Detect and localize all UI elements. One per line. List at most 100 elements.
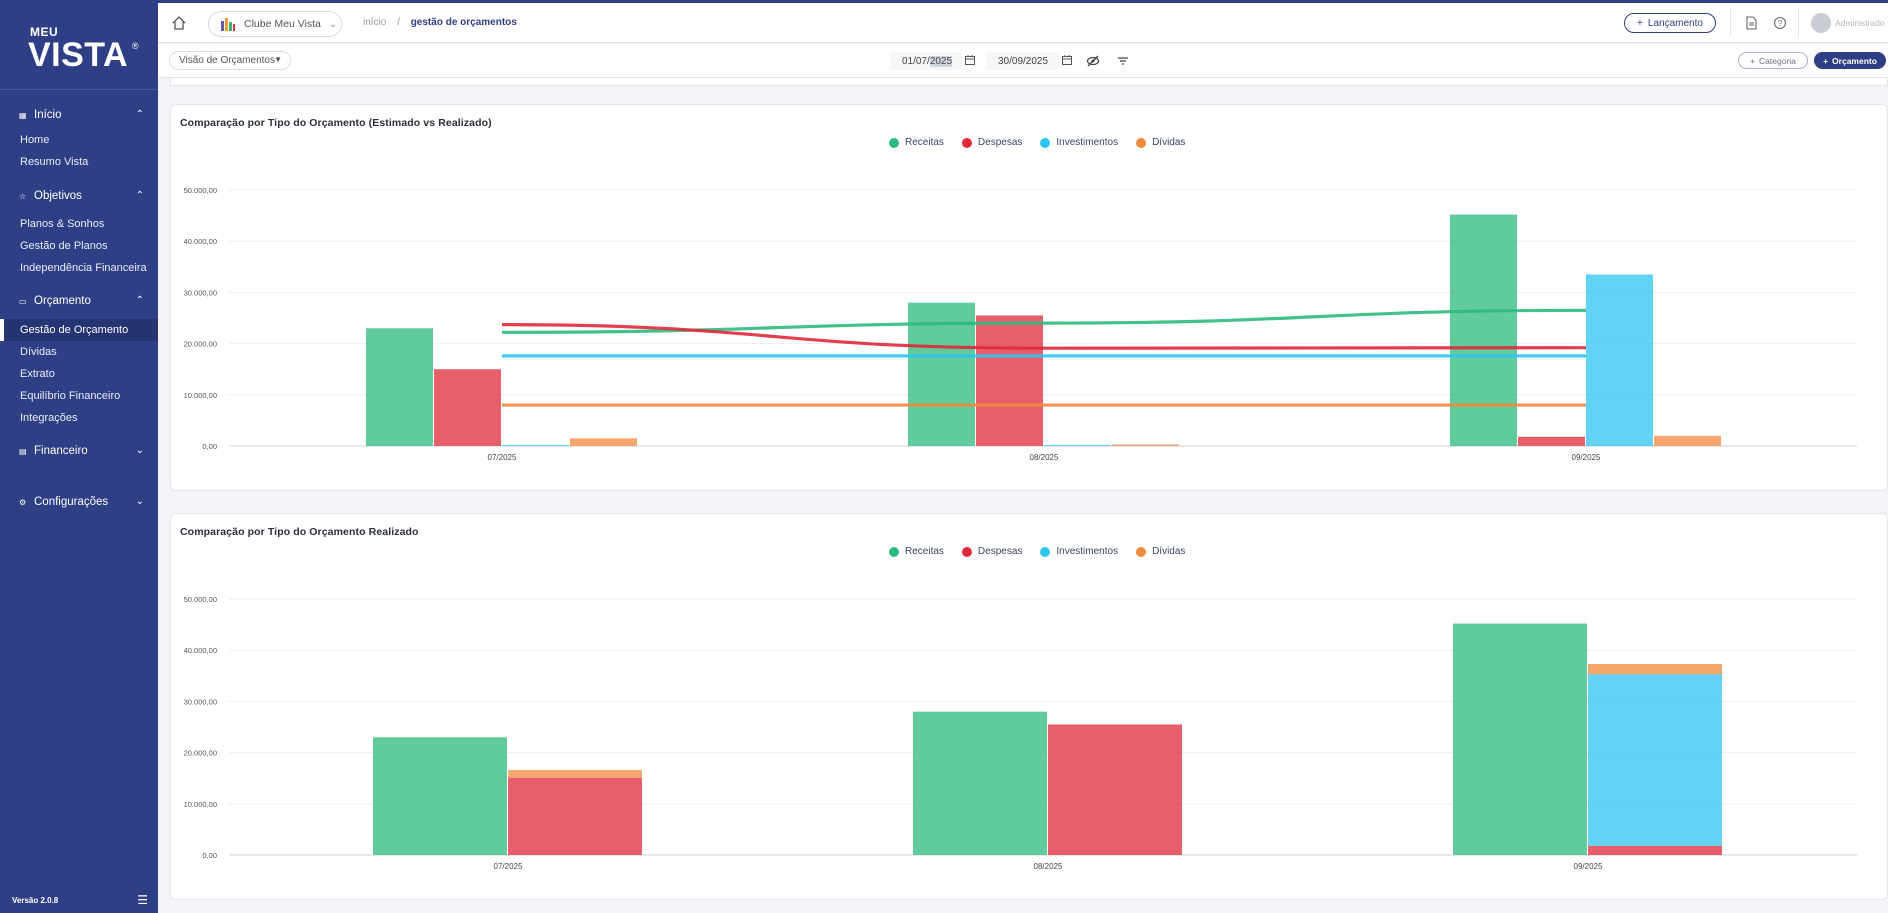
breadcrumb-current: gestão de orçamentos (410, 17, 517, 28)
x-tick-label: 07/2025 (488, 453, 517, 462)
sidebar-item-gestao-orcamento[interactable]: Gestão de Orçamento (0, 319, 158, 341)
sidebar-section-configuracoes[interactable]: ⚙ Configurações ⌄ (0, 491, 158, 513)
x-tick-label: 07/2025 (494, 862, 523, 871)
plus-icon: + (1823, 55, 1829, 66)
breadcrumb-separator: / (397, 17, 400, 28)
chart-legend: Receitas Despesas Investimentos Dívidas (889, 137, 1185, 148)
end-date-input[interactable]: 30/09/2025 (986, 52, 1060, 70)
sidebar-item-equilibrio[interactable]: Equilíbrio Financeiro (20, 390, 121, 402)
start-date-year: 2025 (929, 55, 953, 67)
line-estimado-despesas (501, 323, 1587, 350)
help-icon[interactable]: ? (1772, 15, 1788, 31)
bar-receitas-07-2025 (373, 737, 507, 855)
legend-item-receitas[interactable]: Receitas (889, 546, 944, 557)
calendar-icon[interactable] (964, 54, 976, 66)
bar-receitas-09-2025 (1453, 623, 1587, 855)
breadcrumb-home[interactable]: início (363, 17, 387, 28)
plus-icon: + (1750, 55, 1756, 66)
legend-item-dividas[interactable]: Dívidas (1136, 546, 1185, 557)
bar-despesas-07-2025 (434, 369, 501, 446)
chart-card-realizado: Comparação por Tipo do Orçamento Realiza… (170, 513, 1888, 900)
sidebar-divider (0, 89, 158, 90)
grid-icon: ▦ (19, 110, 27, 120)
avatar (1811, 13, 1831, 33)
sidebar-item-independencia[interactable]: Independência Financeira (20, 262, 147, 274)
sidebar-section-financeiro[interactable]: ▤ Financeiro ⌄ (0, 440, 158, 462)
legend-item-despesas[interactable]: Despesas (961, 546, 1022, 557)
gear-icon: ⚙ (19, 497, 27, 507)
bar-receitas-08-2025 (908, 302, 975, 446)
sidebar-item-gestao-planos[interactable]: Gestão de Planos (20, 240, 108, 252)
logo-registered: ® (132, 41, 139, 51)
y-tick-label: 10.000,00 (184, 391, 217, 400)
sidebar-section-label: Orçamento (34, 295, 91, 307)
user-menu[interactable]: Administrado (1811, 13, 1885, 33)
bar-despesas-08-2025 (1048, 724, 1182, 855)
filter-bar: Visão de Orçamentos ▼ 01/07/2025 30/09/2… (158, 44, 1888, 78)
sidebar-item-planos-sonhos[interactable]: Planos & Sonhos (20, 218, 105, 230)
view-select[interactable]: Visão de Orçamentos ▼ (169, 51, 291, 70)
y-tick-label: 20.000,00 (184, 749, 217, 758)
sidebar: MEU VISTA ® ▦ Início ⌃ Home Resumo Vista… (0, 3, 158, 913)
chart-legend: Receitas Despesas Investimentos Dívidas (889, 546, 1185, 557)
bar-dívidas-09-2025 (1588, 664, 1722, 675)
y-tick-label: 0,00 (202, 851, 217, 860)
y-tick-label: 40.000,00 (184, 237, 217, 246)
legend-item-receitas[interactable]: Receitas (889, 137, 944, 148)
bar-dívidas-09-2025 (1654, 435, 1721, 446)
legend-item-despesas[interactable]: Despesas (961, 137, 1022, 148)
y-tick-label: 10.000,00 (184, 800, 217, 809)
chevron-up-icon: ⌃ (135, 190, 144, 201)
club-name: Clube Meu Vista (244, 18, 321, 30)
version-label: Versão 2.0.8 (12, 896, 59, 905)
home-icon[interactable] (170, 14, 188, 32)
logo[interactable]: MEU VISTA ® (28, 25, 139, 75)
sidebar-item-home[interactable]: Home (20, 134, 50, 146)
sidebar-item-dividas[interactable]: Dívidas (20, 346, 57, 358)
logo-small-text: MEU (30, 25, 59, 39)
y-tick-label: 20.000,00 (184, 340, 217, 349)
document-icon[interactable] (1743, 15, 1759, 31)
star-icon: ☆ (19, 191, 27, 201)
sidebar-item-integracoes[interactable]: Integrações (20, 412, 78, 424)
calendar-icon[interactable] (1061, 54, 1073, 66)
orcamento-label: Orçamento (1832, 55, 1877, 66)
breadcrumb: início / gestão de orçamentos (363, 17, 517, 28)
sidebar-section-objetivos[interactable]: ☆ Objetivos ⌃ (0, 185, 158, 207)
y-tick-label: 50.000,00 (184, 595, 217, 604)
chart-estimado-realizado: 0,00 10.000,00 20.000,00 30.000,00 40.000,00… (184, 186, 1857, 462)
filter-icon[interactable] (1116, 54, 1130, 68)
sidebar-section-inicio[interactable]: ▦ Início ⌃ (0, 104, 158, 126)
caret-down-icon: ▼ (274, 55, 282, 64)
add-categoria-button[interactable]: + Categoria (1738, 52, 1808, 69)
bar-investimentos-07-2025 (502, 444, 569, 446)
y-tick-label: 50.000,00 (184, 186, 217, 195)
club-selector[interactable]: Clube Meu Vista ⌄ (208, 11, 342, 37)
add-orcamento-button[interactable]: + Orçamento (1814, 52, 1886, 69)
y-tick-label: 30.000,00 (184, 697, 217, 706)
bar-investimentos-08-2025 (1044, 444, 1111, 446)
sidebar-item-extrato[interactable]: Extrato (20, 368, 55, 380)
sidebar-section-orcamento[interactable]: ▭ Orçamento ⌃ (0, 290, 158, 312)
add-lancamento-button[interactable]: + Lançamento (1624, 13, 1716, 33)
legend-item-dividas[interactable]: Dívidas (1136, 137, 1185, 148)
legend-item-investimentos[interactable]: Investimentos (1040, 546, 1118, 557)
eye-off-icon[interactable] (1086, 54, 1100, 68)
chevron-down-icon: ⌄ (135, 496, 144, 507)
chevron-up-icon: ⌃ (135, 295, 144, 306)
x-tick-label: 09/2025 (1574, 862, 1603, 871)
y-tick-label: 30.000,00 (184, 288, 217, 297)
bar-receitas-09-2025 (1450, 214, 1517, 446)
collapse-menu-icon[interactable]: ☰ (137, 893, 148, 907)
toolbar-divider (1798, 9, 1799, 37)
legend-item-investimentos[interactable]: Investimentos (1040, 137, 1118, 148)
sidebar-item-resumo-vista[interactable]: Resumo Vista (20, 156, 89, 168)
top-bar: Clube Meu Vista ⌄ início / gestão de orç… (158, 3, 1888, 43)
club-logo-icon (221, 18, 235, 31)
top-accent-stripe (0, 0, 1888, 3)
start-date-input[interactable]: 01/07/2025 (890, 52, 962, 70)
y-tick-label: 40.000,00 (184, 646, 217, 655)
chart-title: Comparação por Tipo do Orçamento Realiza… (180, 526, 419, 538)
chart-card-estimado-realizado: Comparação por Tipo do Orçamento (Estima… (170, 104, 1888, 491)
bar-dívidas-07-2025 (570, 438, 637, 446)
